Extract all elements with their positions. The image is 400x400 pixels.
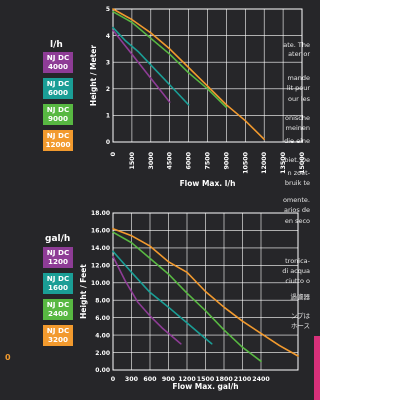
y-axis-label: Height / Feet [79, 264, 88, 319]
legend-badge-12000: NJ DC 12000 [43, 130, 73, 151]
series-line [112, 8, 266, 141]
y-tick-label: 10.00 [91, 280, 110, 287]
y-tick-label: 4 [106, 33, 110, 40]
badge-line2: 1600 [47, 283, 68, 292]
badge-line1: NJ DC [46, 79, 70, 88]
badge-line1: NJ DC [46, 131, 70, 140]
y-tick-label: 14.00 [91, 245, 110, 252]
y-axis-label: Height / Meter [89, 45, 98, 106]
badge-line2: 12000 [45, 140, 71, 149]
series-line [112, 227, 299, 357]
badge-line1: NJ DC [46, 300, 70, 309]
side-text-line: arios de [283, 206, 310, 214]
x-tick-label: 0 [111, 376, 116, 383]
legend-bottom-unit: gal/h [45, 234, 71, 244]
badge-line1: NJ DC [46, 248, 70, 257]
y-tick-label: 2.00 [95, 350, 110, 357]
side-text-line: meinen [285, 124, 310, 132]
x-tick-label: 6000 [186, 151, 193, 169]
y-tick-label: 4.00 [95, 332, 110, 339]
y-tick-label: 12.00 [91, 263, 110, 270]
x-tick-label: 13500 [280, 151, 287, 174]
side-text-line: ホース [290, 322, 310, 330]
x-tick-label: 1500 [197, 376, 215, 383]
side-text-line: 過濾器 [290, 293, 311, 301]
legend-badge-6000: NJ DC 6000 [43, 78, 73, 99]
series-line [112, 231, 262, 363]
side-text-line: bruik te [284, 179, 310, 187]
x-tick-label: 0 [110, 151, 117, 156]
series-line [112, 26, 190, 106]
side-text-line: our les [287, 95, 310, 103]
side-text-line: onische [285, 114, 310, 122]
side-text-line: biet. De [284, 156, 310, 164]
legend-badge-4000: NJ DC 4000 [43, 52, 73, 73]
x-tick-label: 12000 [261, 151, 268, 174]
x-axis-label: Flow Max. gal/h [172, 382, 238, 391]
side-text-line: die eine [284, 137, 310, 145]
badge-line1: NJ DC [46, 274, 70, 283]
side-text-line: ンプは [290, 312, 310, 320]
x-tick-label: 1200 [178, 376, 196, 383]
x-axis-label: Flow Max. l/h [180, 179, 236, 188]
series-line [112, 10, 228, 109]
series-line [112, 29, 171, 103]
x-tick-label: 2400 [252, 376, 270, 383]
legend-badge-9000: NJ DC 9000 [43, 104, 73, 125]
side-text-line: ate. The [283, 41, 310, 49]
x-tick-label: 1800 [215, 376, 233, 383]
y-tick-label: 1 [106, 113, 110, 120]
legend-badge-2400: NJ DC 2400 [43, 299, 73, 320]
x-tick-label: 10500 [242, 151, 249, 174]
badge-line2: 2400 [47, 309, 68, 318]
x-tick-label: 300 [125, 376, 139, 383]
edge-strip [314, 336, 320, 400]
series-line [112, 255, 182, 345]
y-tick-label: 8.00 [95, 297, 110, 304]
legend-top-unit: l/h [50, 40, 63, 50]
side-text-line: n zoet- [287, 169, 310, 177]
badge-line1: NJ DC [46, 326, 70, 335]
y-tick-label: 6.00 [95, 315, 110, 322]
y-tick-label: 2 [106, 86, 110, 93]
y-tick-label: 0.00 [95, 367, 110, 374]
series-line [112, 250, 213, 345]
x-tick-label: 9000 [223, 151, 230, 169]
y-tick-label: 16.00 [91, 228, 110, 235]
x-tick-label: 900 [162, 376, 176, 383]
side-text-line: di acqua [282, 267, 310, 275]
side-text-line: mande [287, 74, 310, 82]
badge-line1: NJ DC [46, 53, 70, 62]
side-text-line: en seco [284, 217, 310, 225]
badge-line2: 1200 [47, 257, 68, 266]
edge-fragment: 0 [5, 353, 11, 362]
badge-line2: 3200 [47, 335, 68, 344]
x-tick-label: 7500 [205, 151, 212, 169]
x-tick-label: 2100 [234, 376, 252, 383]
badge-line2: 4000 [47, 62, 68, 71]
legend-badge-3200: NJ DC 3200 [43, 325, 73, 346]
x-tick-label: 1500 [129, 151, 136, 169]
x-tick-label: 15000 [299, 151, 306, 174]
side-text-line: lit pour [286, 84, 310, 92]
badge-line2: 6000 [47, 88, 68, 97]
x-tick-label: 3000 [148, 151, 155, 169]
badge-line2: 9000 [47, 114, 68, 123]
side-text-line: omente. [282, 196, 310, 204]
y-tick-label: 5 [106, 6, 110, 13]
legend-badge-1200: NJ DC 1200 [43, 247, 73, 268]
badge-line1: NJ DC [46, 105, 70, 114]
x-tick-label: 4500 [167, 151, 174, 169]
x-tick-label: 600 [143, 376, 157, 383]
y-tick-label: 0 [106, 139, 110, 146]
side-text-line: ater or [288, 50, 310, 58]
y-tick-label: 3 [106, 59, 110, 66]
y-tick-label: 18.00 [91, 210, 110, 217]
legend-badge-1600: NJ DC 1600 [43, 273, 73, 294]
